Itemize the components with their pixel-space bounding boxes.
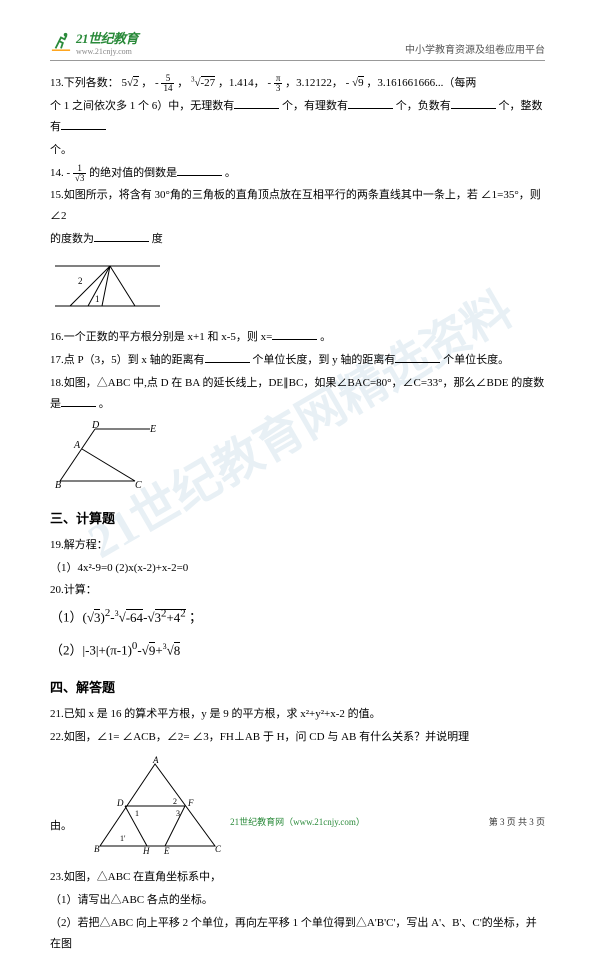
q13-expr2: ‐ 514 ， [155,77,188,89]
q15-figure: 2 1 [50,256,545,319]
blank [94,230,149,242]
svg-text:3: 3 [176,809,180,818]
q16: 16.一个正数的平方根分别是 x+1 和 x‐5，则 x= 。 [50,327,545,348]
svg-text:A: A [152,756,159,765]
blank [61,395,96,407]
svg-text:H: H [142,846,150,856]
logo-sub: www.21cnjy.com [76,47,138,56]
q22-line1: 22.如图，∠1= ∠ACB，∠2= ∠3，FH⊥AB 于 H，问 CD 与 A… [50,727,545,748]
q16-text: 16.一个正数的平方根分别是 x+1 和 x‐5，则 x= [50,331,272,343]
q22-line2: 由。 [50,816,72,837]
svg-text:1: 1 [135,809,139,818]
q17-tail: 个单位长度。 [443,354,509,366]
svg-text:B: B [55,480,61,491]
header-right: 中小学教育资源及组卷应用平台 [405,41,545,56]
logo: 21世纪教育 www.21cnjy.com [50,28,138,56]
q14-frac: 1√3 [73,164,86,183]
svg-text:C: C [135,480,142,491]
q13-expr5: ‐ √9 [346,76,364,89]
q13-line3: 个。 [50,140,545,161]
q19-title: 19.解方程： [50,535,545,556]
q20-p2: （2）|‐3|+(π‐1)0‐√9+3√8 [50,636,545,663]
blank [234,97,279,109]
blank [451,97,496,109]
q13-l2c: 个，负数有 [396,100,451,112]
q15-tail: 度 [152,233,163,245]
q23-p1: （1）请写出△ABC 各点的坐标。 [50,890,545,911]
q17-prefix: 17.点 P（3，5）到 x 轴的距离有 [50,354,205,366]
q23-p2: （2）若把△ABC 向上平移 2 个单位，再向左平移 1 个单位得到△A'B'C… [50,913,545,955]
q18-line1: 18.如图，△ABC 中,点 D 在 BA 的延长线上，DE∥BC，如果∠BAC… [50,373,545,415]
logo-text: 21世纪教育 [76,28,138,47]
svg-text:2: 2 [78,276,83,286]
blank [177,164,222,176]
q19-p1: （1）4x²-9=0 (2)x(x-2)+x-2=0 [50,558,545,579]
runner-icon [50,32,72,52]
q13-tail: ，3.161661666...（每两 [366,77,476,89]
page-content: 21世纪教育 www.21cnjy.com 中小学教育资源及组卷应用平台 13.… [0,0,595,977]
q13-expr4: ‐ π3 [267,77,282,89]
q15-l2: 的度数为 [50,233,94,245]
blank [272,328,317,340]
q23-title: 23.如图，△ABC 在直角坐标系中， [50,867,545,888]
svg-text:2: 2 [173,797,177,806]
q14-tail: 。 [225,167,236,179]
svg-text:D: D [91,421,100,431]
q13-line1: 13.下列各数： 5√2 ， ‐ 514 ， 3√‐27 ，1.414， ‐ π… [50,73,545,94]
q14-prefix: 14. - [50,167,73,179]
q18-tail: 。 [99,398,110,410]
q20-title: 20.计算： [50,580,545,601]
q14: 14. - 1√3 的绝对值的倒数是 。 [50,163,545,184]
q17-mid: 个单位长度，到 y 轴的距离有 [252,354,395,366]
blank [348,97,393,109]
q15-line2: 的度数为 度 [50,229,545,250]
q18-l1: 18.如图，△ABC 中,点 D 在 BA 的延长线上，DE∥BC，如果∠BAC… [50,377,544,410]
q13-mid: ，1.414， [218,77,265,89]
blank [395,351,440,363]
q13-mid2: ，3.12122， [285,77,343,89]
section4-title: 四、解答题 [50,677,545,696]
q13-prefix: 13.下列各数： [50,77,119,89]
q15-line1: 15.如图所示，将含有 30°角的三角板的直角顶点放在互相平行的两条直线其中一条… [50,185,545,227]
q21: 21.已知 x 是 16 的算术平方根，y 是 9 的平方根，求 x²+y²+x… [50,704,545,725]
svg-text:1: 1 [95,294,100,304]
q13-expr1: 5√2 ， [122,76,153,89]
svg-text:E: E [149,424,156,435]
blank [61,118,106,130]
svg-text:B: B [94,844,100,854]
page-header: 21世纪教育 www.21cnjy.com 中小学教育资源及组卷应用平台 [50,28,545,61]
svg-text:A: A [73,440,81,451]
q13-line2: 个 1 之间依次多 1 个 6）中，无理数有 个，有理数有 个，负数有 个，整数… [50,96,545,138]
q13-l2b: 个，有理数有 [282,100,348,112]
q16-tail: 。 [320,331,331,343]
q18-figure: D E A B C [50,421,545,494]
q17: 17.点 P（3，5）到 x 轴的距离有 个单位长度，到 y 轴的距离有 个单位… [50,350,545,371]
q13-l2a: 个 1 之间依次多 1 个 6）中，无理数有 [50,100,234,112]
svg-text:C: C [215,844,222,854]
svg-text:D: D [116,798,124,808]
q14-text: 的绝对值的倒数是 [89,167,177,179]
blank [205,351,250,363]
svg-text:E: E [163,846,170,856]
section3-title: 三、计算题 [50,508,545,527]
q22-figure: A B C D F H E 1 2 3 1' [80,756,230,859]
svg-text:F: F [187,798,194,808]
q20-p1: （1）(√3)2‐3√‐64‐√32+42 ； [50,603,545,630]
q13-expr3: 3√‐27 [191,77,215,89]
